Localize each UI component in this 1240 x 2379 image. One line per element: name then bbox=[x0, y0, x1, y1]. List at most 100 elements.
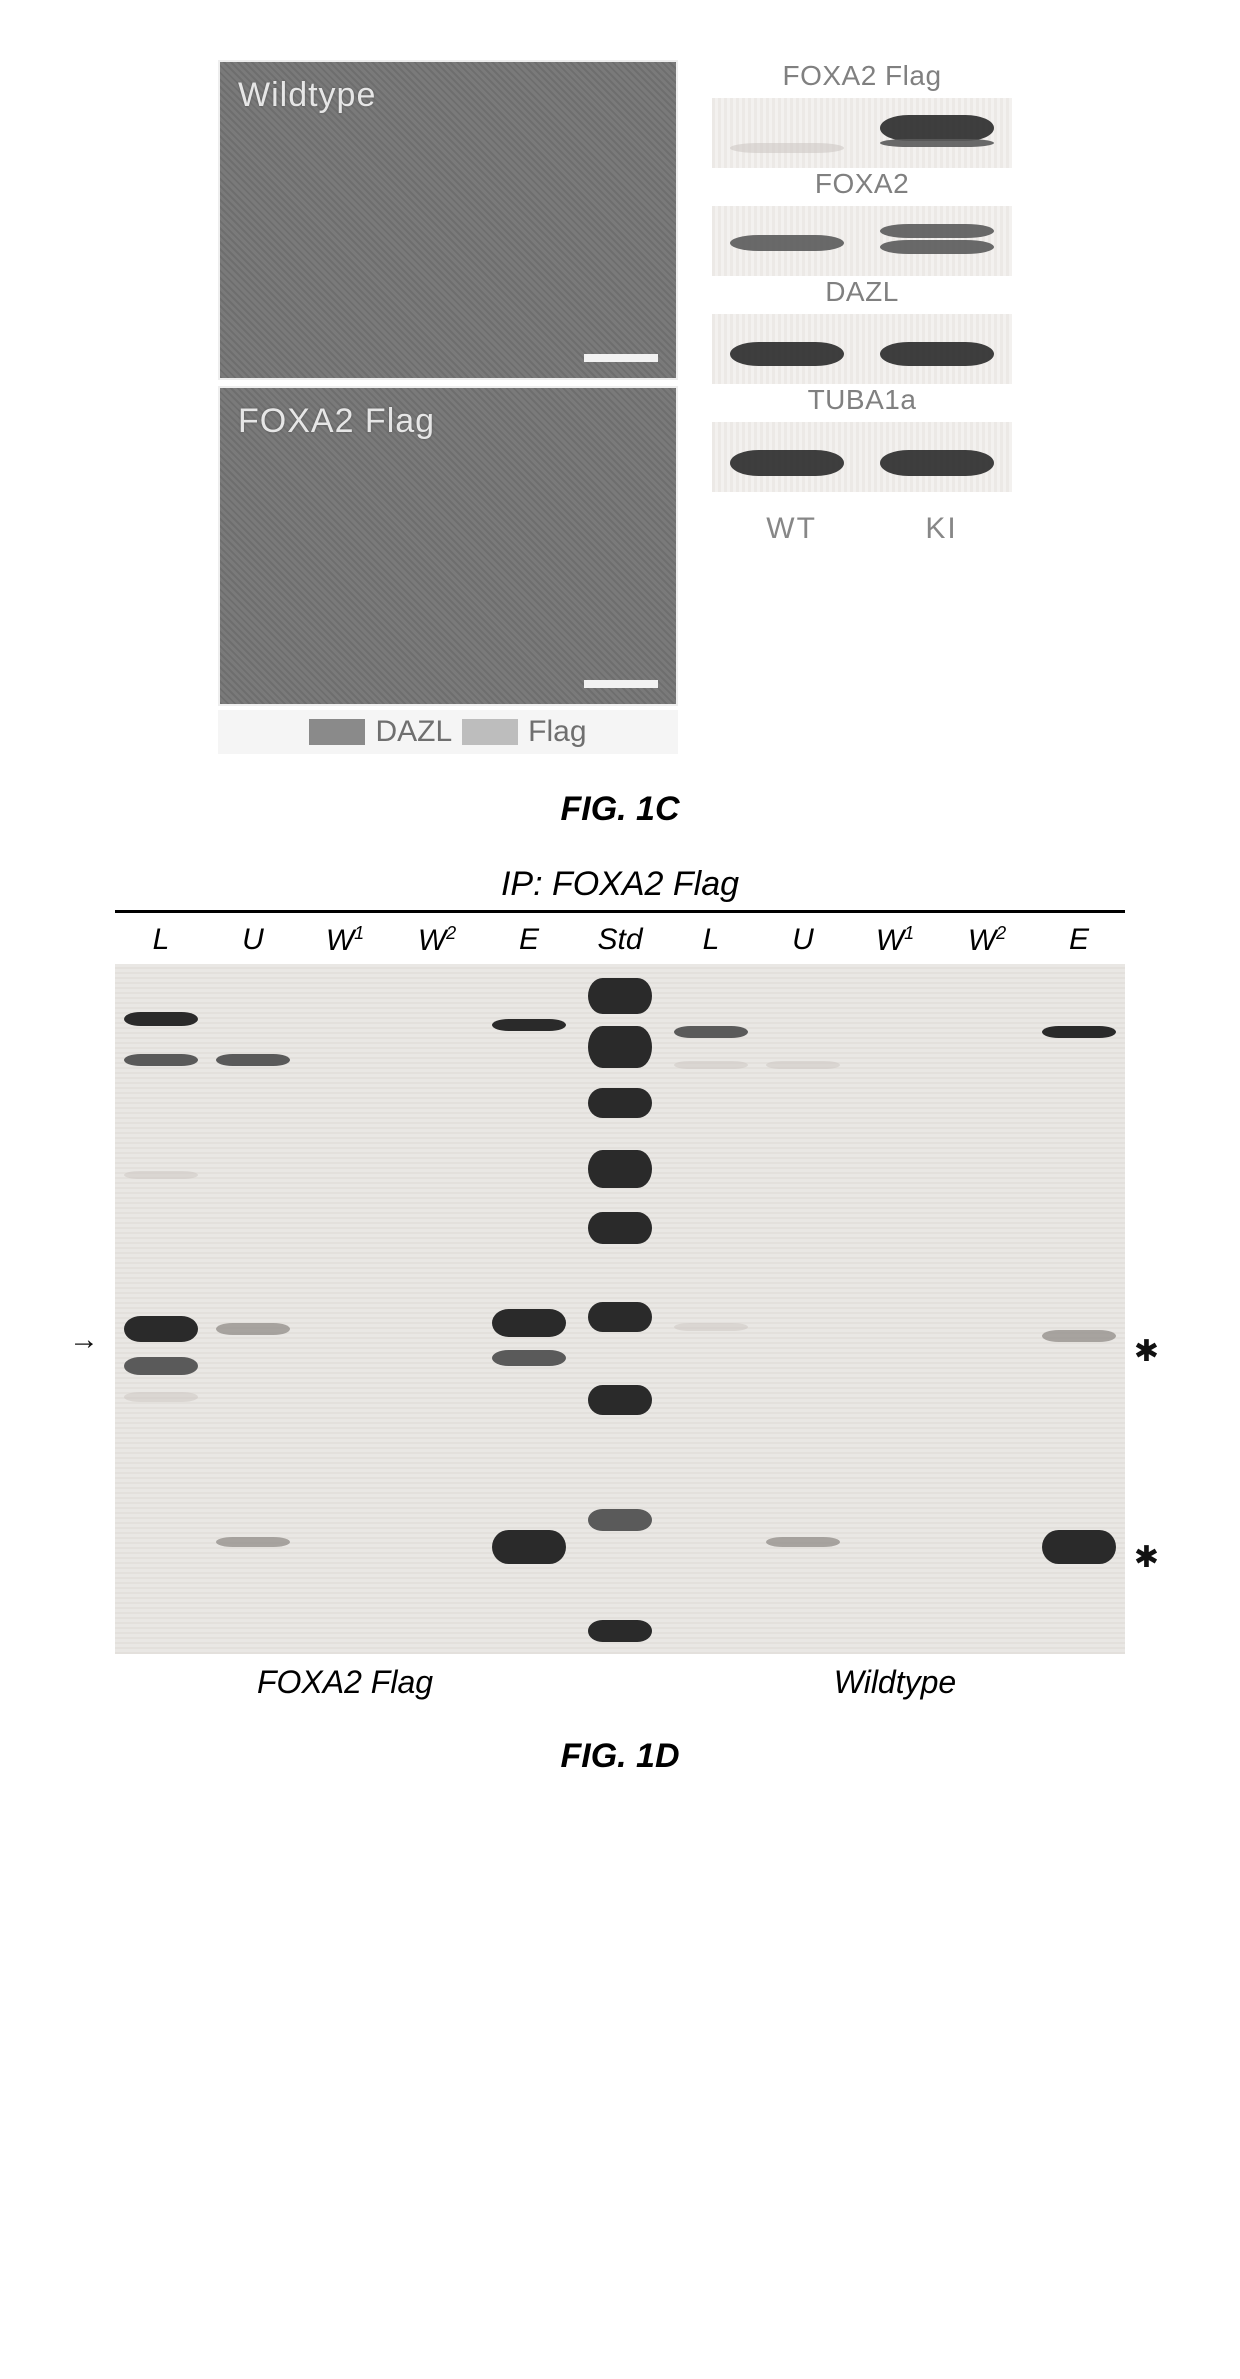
gel-band bbox=[674, 1323, 748, 1331]
fig1c-caption: FIG. 1C bbox=[100, 790, 1140, 829]
lane-label: E bbox=[1033, 923, 1125, 958]
gel-band bbox=[124, 1316, 198, 1342]
wb-band bbox=[730, 342, 844, 366]
lane-label: W2 bbox=[391, 923, 483, 958]
wb-lane-wt bbox=[712, 98, 862, 168]
gel-band bbox=[216, 1054, 290, 1066]
wb-strip bbox=[712, 98, 1012, 168]
ip-title: IP: FOXA2 Flag bbox=[115, 865, 1125, 904]
wb-band bbox=[880, 240, 994, 254]
gel-band bbox=[124, 1054, 198, 1066]
lane-label: W2 bbox=[941, 923, 1033, 958]
legend-flag-text: Flag bbox=[528, 715, 586, 749]
gel-band bbox=[1042, 1026, 1116, 1038]
wb-lane-ki bbox=[862, 98, 1012, 168]
swatch-dazl bbox=[309, 719, 365, 745]
gel-band bbox=[492, 1350, 566, 1366]
wb-band bbox=[880, 139, 994, 147]
wb-band bbox=[880, 115, 994, 141]
arrow-mark: → bbox=[69, 1323, 99, 1357]
gel-std-lane bbox=[575, 964, 665, 1654]
std-band bbox=[588, 1620, 653, 1642]
wb-axis-ki: KI bbox=[925, 512, 957, 546]
gel-right-wildtype: ✱ ✱ bbox=[665, 964, 1125, 1654]
gel-band bbox=[492, 1019, 566, 1031]
std-band bbox=[588, 1385, 653, 1415]
scale-bar bbox=[584, 680, 658, 688]
if-panel-label: FOXA2 Flag bbox=[238, 402, 435, 441]
wb-lane-wt bbox=[712, 422, 862, 492]
gel-band bbox=[1042, 1530, 1116, 1564]
wb-band bbox=[880, 450, 994, 476]
wb-block: DAZL bbox=[702, 276, 1022, 384]
gel-caption-right: Wildtype bbox=[665, 1664, 1125, 1701]
wb-title: FOXA2 Flag bbox=[702, 60, 1022, 92]
gel-group-captions: FOXA2 Flag Wildtype bbox=[115, 1664, 1125, 1701]
wb-title: DAZL bbox=[702, 276, 1022, 308]
wb-band bbox=[730, 450, 844, 476]
std-band bbox=[588, 1026, 653, 1068]
wb-lane-ki bbox=[862, 314, 1012, 384]
gel-band bbox=[492, 1309, 566, 1337]
lane-label: L bbox=[115, 923, 207, 958]
wb-axis-wt: WT bbox=[766, 512, 817, 546]
lane-label: W1 bbox=[299, 923, 391, 958]
wb-block: FOXA2 Flag bbox=[702, 60, 1022, 168]
gel-band bbox=[674, 1026, 748, 1038]
gel-band bbox=[216, 1537, 290, 1547]
gel-band bbox=[674, 1061, 748, 1069]
lane-label: U bbox=[757, 923, 849, 958]
gel-band bbox=[492, 1530, 566, 1564]
gel-band bbox=[766, 1061, 840, 1069]
std-band bbox=[588, 978, 653, 1014]
fig-1d: IP: FOXA2 Flag LUW1W2EStdLUW1W2E → ✱ ✱ F… bbox=[115, 865, 1125, 1701]
if-panel-wildtype: Wildtype bbox=[218, 60, 678, 380]
std-band bbox=[588, 1302, 653, 1332]
lane-label: U bbox=[207, 923, 299, 958]
std-band bbox=[588, 1088, 653, 1118]
fig-1c: Wildtype FOXA2 Flag DAZL Flag FOXA2 Flag… bbox=[100, 60, 1140, 754]
wb-lane-wt bbox=[712, 206, 862, 276]
gel-band bbox=[124, 1392, 198, 1402]
wb-band bbox=[880, 342, 994, 366]
if-panel-foxa2flag: FOXA2 Flag bbox=[218, 386, 678, 706]
gel-caption-left: FOXA2 Flag bbox=[115, 1664, 575, 1701]
std-band bbox=[588, 1509, 653, 1531]
wb-lane-wt bbox=[712, 314, 862, 384]
wb-block: TUBA1a bbox=[702, 384, 1022, 492]
std-band bbox=[588, 1212, 653, 1244]
wb-band bbox=[730, 143, 844, 153]
lane-label: L bbox=[665, 923, 757, 958]
lane-label-std: Std bbox=[575, 923, 665, 958]
wb-strip bbox=[712, 422, 1012, 492]
star-lower: ✱ bbox=[1134, 1540, 1159, 1575]
lane-label: W1 bbox=[849, 923, 941, 958]
wb-axis-labels: WT KI bbox=[712, 512, 1012, 546]
lane-label: E bbox=[483, 923, 575, 958]
swatch-flag bbox=[462, 719, 518, 745]
wb-title: TUBA1a bbox=[702, 384, 1022, 416]
ip-rule bbox=[115, 910, 1125, 913]
gel-wrap: → ✱ ✱ bbox=[115, 964, 1125, 1654]
fig1d-caption: FIG. 1D bbox=[100, 1737, 1140, 1776]
legend-dazl-text: DAZL bbox=[375, 715, 452, 749]
wb-strip bbox=[712, 206, 1012, 276]
wb-title: FOXA2 bbox=[702, 168, 1022, 200]
gel-band bbox=[1042, 1330, 1116, 1342]
if-legend: DAZL Flag bbox=[218, 710, 678, 754]
wb-lane-ki bbox=[862, 206, 1012, 276]
scale-bar bbox=[584, 354, 658, 362]
gel-band bbox=[766, 1537, 840, 1547]
gel-band bbox=[216, 1323, 290, 1335]
gel-band bbox=[124, 1012, 198, 1026]
fig1c-immunofluorescence-panels: Wildtype FOXA2 Flag DAZL Flag bbox=[218, 60, 678, 754]
wb-block: FOXA2 bbox=[702, 168, 1022, 276]
wb-lane-ki bbox=[862, 422, 1012, 492]
wb-band bbox=[880, 224, 994, 238]
std-band bbox=[588, 1150, 653, 1188]
lane-labels-row: LUW1W2EStdLUW1W2E bbox=[115, 923, 1125, 958]
fig1c-western-blots: FOXA2 Flag FOXA2 DAZL TUBA1a WT KI bbox=[702, 60, 1022, 546]
if-panel-label: Wildtype bbox=[238, 76, 376, 115]
wb-strip bbox=[712, 314, 1012, 384]
gel-left-foxa2flag bbox=[115, 964, 575, 1654]
